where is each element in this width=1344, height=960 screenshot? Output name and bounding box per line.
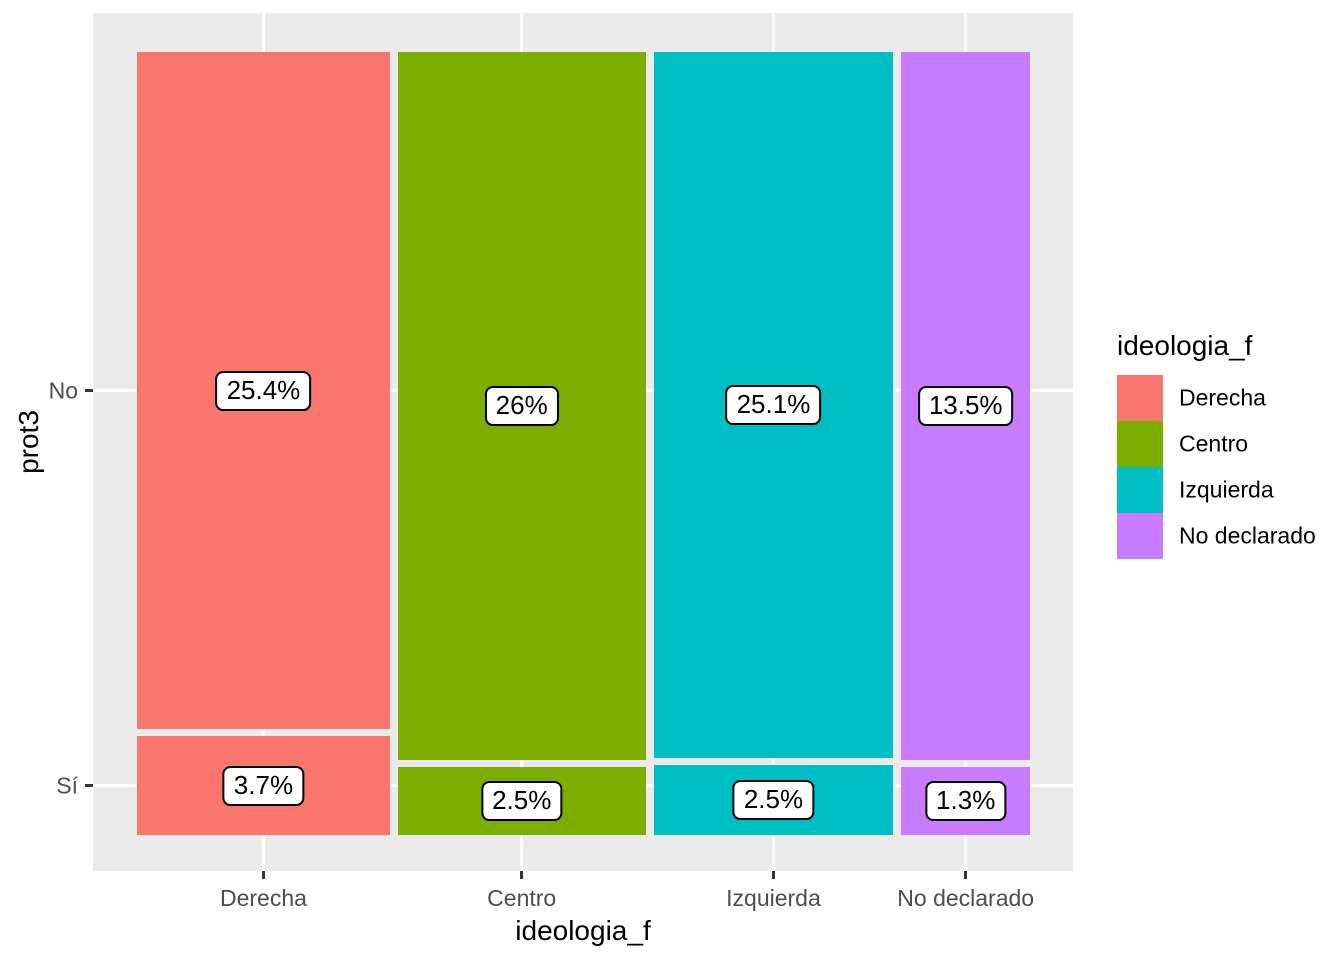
x-axis-tick-label-izquierda: Izquierda <box>726 885 821 911</box>
legend-key-swatch-izquierda <box>1117 467 1163 513</box>
segment-label-no-declarado-no: 13.5% <box>917 385 1014 426</box>
segment-label-centro-si: 2.5% <box>481 781 563 821</box>
x-axis-tick <box>520 871 523 879</box>
legend-item-no-declarado: No declarado <box>1117 513 1316 559</box>
y-axis-tick <box>85 389 93 392</box>
x-axis-tick-label-derecha: Derecha <box>219 885 307 911</box>
legend-key-swatch-centro <box>1117 421 1163 467</box>
x-axis-tick-label-centro: Centro <box>487 885 557 911</box>
segment-label-derecha-si: 3.7% <box>222 765 305 806</box>
y-axis-tick-label-sí: Sí <box>56 772 78 799</box>
legend-item-centro: Centro <box>1117 421 1252 467</box>
segment-label-izquierda-no: 25.1% <box>725 384 822 425</box>
x-axis-tick <box>772 871 775 879</box>
segment-label-centro-no: 26% <box>484 386 559 426</box>
legend-title: ideologia_f <box>1117 330 1253 361</box>
x-axis-tick <box>964 871 967 879</box>
y-axis-tick <box>85 784 93 787</box>
segment-label-no-declarado-si: 1.3% <box>925 780 1007 821</box>
segment-label-izquierda-si: 2.5% <box>732 779 815 820</box>
legend-item-label: Centro <box>1179 430 1249 457</box>
legend-item-derecha: Derecha <box>1117 375 1266 421</box>
plot-panel: 25.4% 3.7% 26% 2.5% 25.1% 2.5% 13.5% 1.3% <box>93 13 1073 871</box>
legend-key-swatch-derecha <box>1117 375 1163 421</box>
legend-key-swatch-no-declarado <box>1117 513 1163 559</box>
x-axis-tick <box>262 871 265 879</box>
legend-item-label: Derecha <box>1179 384 1266 411</box>
y-axis-tick-label-no: No <box>48 377 78 404</box>
x-axis-tick-label-no-declarado: No declarado <box>897 885 1035 911</box>
y-axis-title: prot3 <box>13 410 44 474</box>
segment-label-derecha-no: 25.4% <box>215 370 312 411</box>
legend: ideologia_f Derecha Centro Izquierda No dec… <box>1117 330 1316 559</box>
legend-items: Derecha Centro Izquierda No declarado <box>1117 375 1316 559</box>
legend-item-label: Izquierda <box>1179 476 1274 503</box>
legend-item-izquierda: Izquierda <box>1117 467 1274 513</box>
legend-item-label: No declarado <box>1179 522 1316 549</box>
x-axis-title: ideologia_f <box>515 915 651 946</box>
